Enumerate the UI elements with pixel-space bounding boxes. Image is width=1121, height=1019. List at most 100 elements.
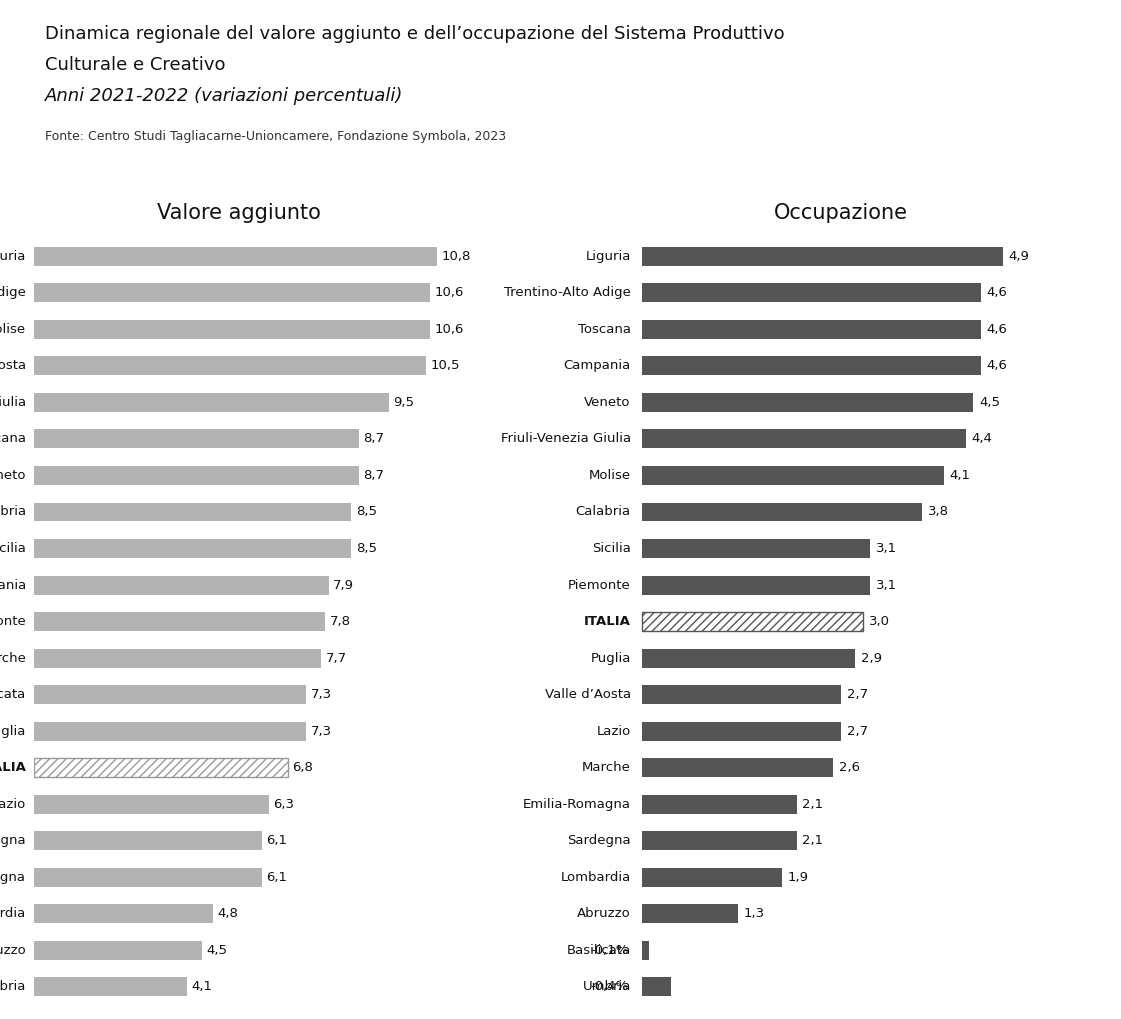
Bar <box>34 721 306 741</box>
Bar <box>34 320 429 339</box>
Text: Sicilia: Sicilia <box>592 542 631 555</box>
Bar <box>642 832 797 850</box>
Text: 4,9: 4,9 <box>1009 250 1029 263</box>
Text: Molise: Molise <box>589 469 631 482</box>
Text: 3,1: 3,1 <box>877 579 897 592</box>
Bar <box>642 795 797 814</box>
Text: Molise: Molise <box>0 323 26 336</box>
Text: 1,9: 1,9 <box>788 871 808 883</box>
Text: 4,4: 4,4 <box>972 432 993 445</box>
Bar <box>642 649 855 667</box>
Text: ITALIA: ITALIA <box>584 615 631 628</box>
Bar <box>34 539 351 558</box>
Text: 6,1: 6,1 <box>266 871 287 883</box>
Text: Lazio: Lazio <box>0 798 26 811</box>
Text: 9,5: 9,5 <box>393 396 414 409</box>
Bar <box>34 758 288 777</box>
Bar <box>34 466 359 485</box>
Bar <box>642 977 671 997</box>
Text: Basilicata: Basilicata <box>0 688 26 701</box>
Bar <box>34 649 322 667</box>
Text: Piemonte: Piemonte <box>568 579 631 592</box>
Text: Piemonte: Piemonte <box>0 615 26 628</box>
Text: 7,7: 7,7 <box>326 651 348 664</box>
Text: Trentino-Alto Adige: Trentino-Alto Adige <box>504 286 631 300</box>
Bar <box>34 576 328 594</box>
Bar <box>642 502 921 522</box>
Text: Fonte: Centro Studi Tagliacarne-Unioncamere, Fondazione Symbola, 2023: Fonte: Centro Studi Tagliacarne-Unioncam… <box>45 130 506 144</box>
Text: Trentino-Alto Adige: Trentino-Alto Adige <box>0 286 26 300</box>
Bar <box>642 612 863 631</box>
Text: 2,6: 2,6 <box>840 761 860 774</box>
Bar <box>34 941 202 960</box>
Text: 6,8: 6,8 <box>293 761 313 774</box>
Bar <box>34 357 426 375</box>
Bar <box>642 685 841 704</box>
Text: 8,5: 8,5 <box>355 505 377 519</box>
Text: ITALIA: ITALIA <box>0 761 26 774</box>
Text: 10,6: 10,6 <box>434 323 464 336</box>
Bar <box>642 247 1003 266</box>
Text: Occupazione: Occupazione <box>773 204 908 223</box>
Text: Calabria: Calabria <box>576 505 631 519</box>
Bar <box>34 429 359 448</box>
Text: -0,1%: -0,1% <box>591 944 629 957</box>
Text: 2,1: 2,1 <box>803 835 824 847</box>
Text: 3,8: 3,8 <box>928 505 948 519</box>
Bar <box>34 393 389 412</box>
Text: -0,4%: -0,4% <box>591 980 629 994</box>
Text: Marche: Marche <box>0 651 26 664</box>
Bar <box>642 904 738 923</box>
Text: Lombardia: Lombardia <box>0 907 26 920</box>
Text: 8,7: 8,7 <box>363 469 385 482</box>
Bar <box>642 721 841 741</box>
Bar <box>642 758 833 777</box>
Text: Puglia: Puglia <box>0 725 26 738</box>
Text: Friuli-Venezia Giulia: Friuli-Venezia Giulia <box>0 396 26 409</box>
Text: 3,0: 3,0 <box>869 615 890 628</box>
Bar <box>642 868 781 887</box>
Text: Toscana: Toscana <box>0 432 26 445</box>
Text: 4,8: 4,8 <box>217 907 239 920</box>
Bar <box>642 320 981 339</box>
Bar <box>34 977 187 997</box>
Text: Toscana: Toscana <box>577 323 631 336</box>
Text: 1,3: 1,3 <box>743 907 765 920</box>
Bar <box>34 502 351 522</box>
Text: Puglia: Puglia <box>591 651 631 664</box>
Text: Lombardia: Lombardia <box>560 871 631 883</box>
Text: 8,7: 8,7 <box>363 432 385 445</box>
Bar <box>642 539 870 558</box>
Text: Sicilia: Sicilia <box>0 542 26 555</box>
Text: 7,8: 7,8 <box>330 615 351 628</box>
Text: Sardegna: Sardegna <box>567 835 631 847</box>
Text: 4,1: 4,1 <box>949 469 971 482</box>
Text: Umbria: Umbria <box>0 980 26 994</box>
Text: Valore aggiunto: Valore aggiunto <box>157 204 321 223</box>
Text: Calabria: Calabria <box>0 505 26 519</box>
Text: 4,6: 4,6 <box>986 286 1008 300</box>
Bar <box>642 429 966 448</box>
Text: Marche: Marche <box>582 761 631 774</box>
Text: Sardegna: Sardegna <box>0 835 26 847</box>
Text: Umbria: Umbria <box>583 980 631 994</box>
Bar <box>34 758 288 777</box>
Text: Abruzzo: Abruzzo <box>0 944 26 957</box>
Bar <box>642 941 649 960</box>
Text: 8,5: 8,5 <box>355 542 377 555</box>
Bar <box>642 283 981 303</box>
Bar <box>34 904 213 923</box>
Text: 4,6: 4,6 <box>986 323 1008 336</box>
Text: 7,3: 7,3 <box>311 725 332 738</box>
Text: 3,1: 3,1 <box>877 542 897 555</box>
Text: 10,8: 10,8 <box>442 250 471 263</box>
Bar <box>34 283 429 303</box>
Text: Emilia-Romagna: Emilia-Romagna <box>0 871 26 883</box>
Text: Lazio: Lazio <box>596 725 631 738</box>
Text: Liguria: Liguria <box>585 250 631 263</box>
Text: Abruzzo: Abruzzo <box>577 907 631 920</box>
Text: Valle d’Aosta: Valle d’Aosta <box>0 360 26 372</box>
Bar <box>34 832 261 850</box>
Bar <box>34 685 306 704</box>
Text: Valle d’Aosta: Valle d’Aosta <box>545 688 631 701</box>
